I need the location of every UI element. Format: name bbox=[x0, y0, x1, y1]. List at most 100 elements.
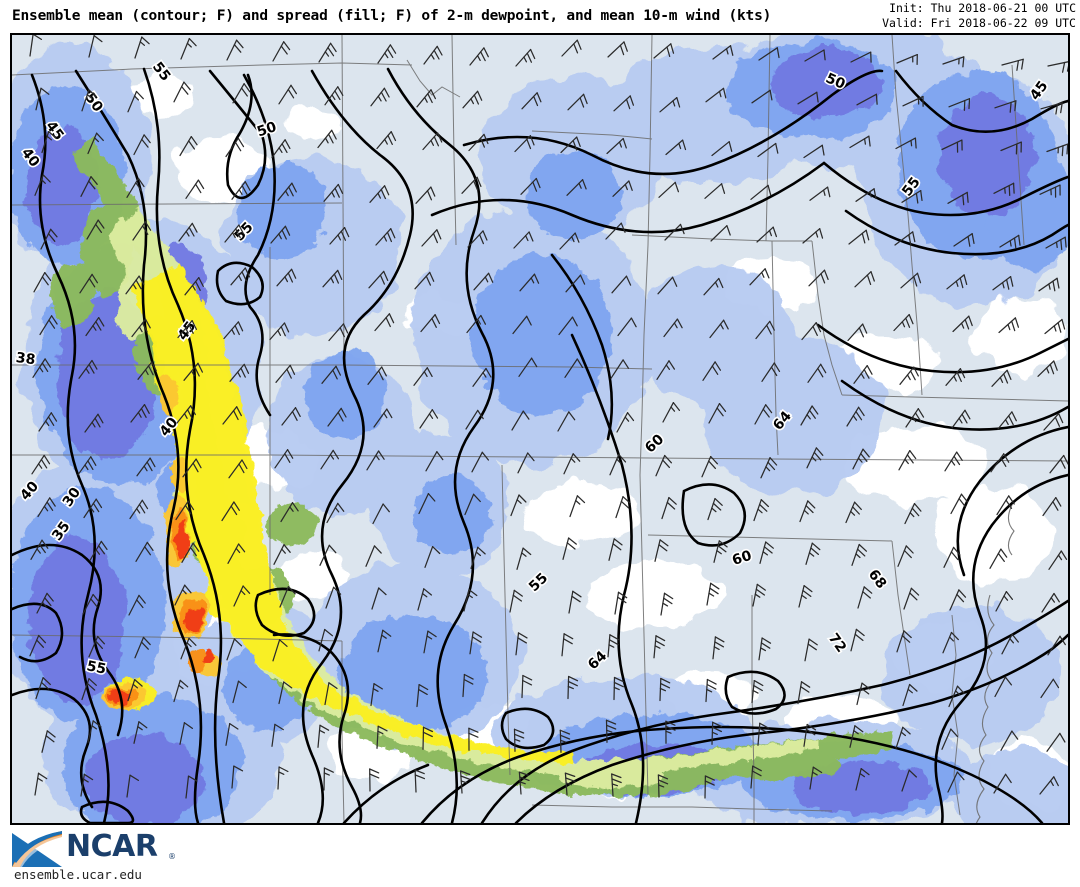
wind-barb bbox=[79, 273, 99, 294]
wind-barb bbox=[231, 765, 244, 789]
wind-barb bbox=[1039, 184, 1061, 198]
wind-barb bbox=[947, 191, 969, 206]
wind-barb bbox=[610, 359, 630, 379]
wind-barb bbox=[270, 225, 291, 244]
wind-barb bbox=[37, 497, 56, 518]
wind-barb bbox=[516, 547, 532, 570]
wind-barb bbox=[1038, 277, 1060, 292]
wind-barb bbox=[607, 634, 620, 658]
wind-barb bbox=[943, 546, 961, 568]
wind-barb bbox=[137, 361, 157, 380]
wind-barb bbox=[568, 590, 582, 614]
wind-barb bbox=[468, 133, 489, 152]
wind-barb bbox=[33, 271, 52, 293]
wind-barb bbox=[558, 316, 578, 336]
wind-barb bbox=[565, 274, 586, 293]
wind-barb bbox=[281, 407, 301, 426]
wind-barb bbox=[275, 364, 296, 383]
wind-barb bbox=[659, 677, 671, 702]
wind-barb bbox=[373, 408, 393, 428]
wind-barb bbox=[232, 680, 247, 704]
wind-barb bbox=[518, 771, 530, 795]
wind-barb bbox=[655, 454, 673, 477]
wind-barb bbox=[850, 628, 865, 652]
wind-barb bbox=[993, 182, 1015, 197]
wind-barb bbox=[183, 362, 204, 381]
wind-barb bbox=[994, 100, 1017, 113]
wind-barb bbox=[272, 41, 291, 62]
wind-barb bbox=[80, 176, 98, 197]
wind-barb bbox=[32, 358, 52, 378]
wind-barb bbox=[1000, 730, 1019, 751]
wind-barb bbox=[77, 456, 97, 476]
wind-barb bbox=[901, 189, 923, 204]
wind-barb bbox=[82, 593, 100, 615]
wind-barb bbox=[607, 41, 628, 58]
footer-bar: NCAR ® ensemble.ucar.edu 0.51.01.52.03.0… bbox=[0, 826, 1080, 887]
wind-barb bbox=[272, 639, 288, 662]
wind-barb bbox=[414, 769, 426, 793]
init-time-label: Init: Thu 2018-06-21 00 UTC bbox=[889, 1, 1076, 15]
wind-barb bbox=[1044, 318, 1066, 335]
forecast-timestamps: Init: Thu 2018-06-21 00 UTC Valid: Fri 2… bbox=[882, 1, 1076, 31]
wind-barb bbox=[945, 368, 966, 386]
wind-barb bbox=[904, 502, 922, 525]
ncar-logo-mark bbox=[10, 829, 64, 869]
wind-barb bbox=[754, 404, 773, 425]
wind-barb bbox=[855, 188, 877, 202]
valid-time-label: Valid: Fri 2018-06-22 09 UTC bbox=[882, 16, 1076, 30]
map-panel[interactable]: 40 45 50 55 50 55 50 45 55 38 45 40 40 30 35 60 64 60 55 68… bbox=[10, 33, 1070, 825]
wind-barb bbox=[185, 775, 198, 799]
wind-barb bbox=[131, 318, 151, 338]
wind-barb bbox=[181, 542, 200, 563]
wind-barb bbox=[947, 771, 965, 793]
wind-barb bbox=[702, 361, 722, 381]
wind-barb bbox=[999, 234, 1021, 249]
wind-barb bbox=[663, 318, 683, 338]
wind-barb bbox=[269, 322, 290, 341]
wind-barb bbox=[229, 363, 250, 382]
wind-barb bbox=[416, 89, 437, 108]
wind-barb bbox=[318, 42, 337, 63]
wind-barb bbox=[176, 405, 196, 424]
wind-barb bbox=[34, 772, 48, 796]
wind-barb bbox=[29, 35, 43, 57]
wind-barb bbox=[989, 548, 1008, 569]
wind-barb bbox=[221, 501, 240, 522]
wind-barb bbox=[34, 174, 51, 196]
wind-barb bbox=[469, 47, 489, 66]
wind-barb bbox=[944, 451, 963, 472]
wind-barb bbox=[366, 450, 385, 471]
wind-barb bbox=[469, 631, 483, 655]
wind-barb bbox=[851, 543, 868, 566]
wind-barb bbox=[276, 268, 297, 287]
wind-barb bbox=[756, 226, 778, 243]
ncar-logo[interactable]: NCAR ® ensemble.ucar.edu bbox=[6, 828, 176, 886]
wind-barb bbox=[857, 586, 873, 609]
wind-barb bbox=[226, 39, 244, 61]
wind-barb bbox=[1040, 102, 1063, 115]
wind-barb bbox=[85, 316, 105, 337]
wind-barb bbox=[278, 84, 298, 105]
wind-barb bbox=[36, 592, 54, 614]
wind-barb bbox=[660, 592, 674, 616]
wind-barb bbox=[418, 492, 436, 515]
wind-barb bbox=[665, 139, 687, 156]
wind-barb bbox=[805, 542, 821, 565]
wind-barb bbox=[755, 320, 775, 340]
wind-barb bbox=[561, 633, 574, 657]
wind-barb bbox=[371, 587, 387, 610]
wind-barb bbox=[903, 587, 920, 610]
wind-barb bbox=[421, 229, 442, 247]
wind-barb bbox=[232, 83, 251, 104]
ncar-site-url: ensemble.ucar.edu bbox=[14, 867, 142, 882]
wind-barb bbox=[473, 272, 494, 291]
wind-barb bbox=[905, 408, 925, 428]
wind-barb bbox=[996, 495, 1015, 516]
wind-barb bbox=[941, 728, 959, 750]
wind-barb bbox=[658, 181, 680, 198]
wind-barb bbox=[323, 767, 334, 791]
wind-barb bbox=[184, 276, 204, 296]
